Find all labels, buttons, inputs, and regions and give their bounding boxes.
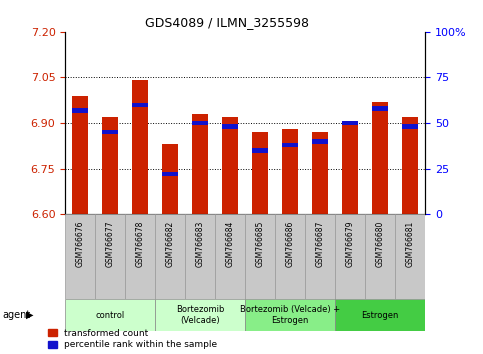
Text: GDS4089 / ILMN_3255598: GDS4089 / ILMN_3255598 [145, 16, 309, 29]
Text: GSM766685: GSM766685 [256, 221, 265, 267]
Bar [365, 214, 395, 299]
Bar [155, 214, 185, 299]
Text: GSM766687: GSM766687 [315, 221, 325, 267]
Bar [282, 129, 298, 214]
Bar [102, 117, 118, 214]
Bar [185, 214, 215, 299]
Text: agent: agent [2, 310, 30, 320]
Text: control: control [96, 310, 125, 320]
Bar [102, 130, 118, 135]
Bar [275, 214, 305, 299]
Text: GSM766679: GSM766679 [345, 221, 355, 268]
Bar [312, 132, 328, 214]
Bar [252, 148, 269, 153]
Bar [245, 214, 275, 299]
Text: GSM766683: GSM766683 [196, 221, 205, 267]
Bar [395, 214, 425, 299]
Text: ▶: ▶ [26, 310, 33, 320]
Text: Bortezomib (Velcade) +
Estrogen: Bortezomib (Velcade) + Estrogen [240, 306, 340, 325]
Bar [155, 299, 245, 331]
Bar [335, 214, 365, 299]
Bar [402, 124, 418, 129]
Text: GSM766682: GSM766682 [166, 221, 175, 267]
Bar [222, 124, 239, 129]
Bar [222, 117, 239, 214]
Text: GSM766684: GSM766684 [226, 221, 235, 267]
Bar [162, 144, 178, 214]
Bar [95, 214, 125, 299]
Bar [252, 132, 269, 214]
Bar [305, 214, 335, 299]
Bar [192, 121, 208, 125]
Text: GSM766686: GSM766686 [285, 221, 295, 267]
Text: GSM766681: GSM766681 [406, 221, 414, 267]
Bar [162, 172, 178, 176]
Bar [342, 121, 358, 125]
Bar [72, 108, 88, 113]
Bar [132, 103, 148, 107]
Bar [132, 80, 148, 214]
Bar [335, 299, 425, 331]
Bar [65, 299, 155, 331]
Text: GSM766678: GSM766678 [136, 221, 145, 267]
Bar [72, 96, 88, 214]
Bar [245, 299, 335, 331]
Text: Bortezomib
(Velcade): Bortezomib (Velcade) [176, 306, 224, 325]
Bar [312, 139, 328, 143]
Bar [372, 106, 388, 111]
Legend: transformed count, percentile rank within the sample: transformed count, percentile rank withi… [48, 329, 217, 349]
Bar [342, 123, 358, 214]
Text: GSM766676: GSM766676 [76, 221, 85, 268]
Bar [282, 143, 298, 147]
Bar [65, 214, 95, 299]
Text: Estrogen: Estrogen [361, 310, 399, 320]
Text: GSM766680: GSM766680 [376, 221, 384, 267]
Bar [192, 114, 208, 214]
Bar [215, 214, 245, 299]
Bar [125, 214, 155, 299]
Text: GSM766677: GSM766677 [106, 221, 114, 268]
Bar [372, 102, 388, 214]
Bar [402, 117, 418, 214]
